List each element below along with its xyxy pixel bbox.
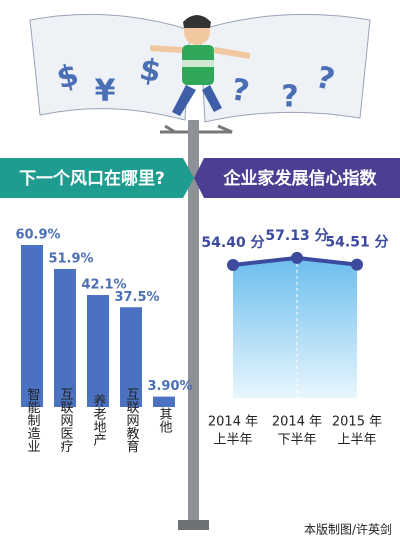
- right-banner: [194, 158, 400, 198]
- symbol: ?: [281, 80, 298, 115]
- value-label: 3.90%: [147, 379, 192, 394]
- symbol: ?: [229, 72, 252, 109]
- category-label: 2015 年: [332, 415, 382, 430]
- category-label: 2014 年: [208, 415, 258, 430]
- value-label: 60.9%: [15, 228, 60, 243]
- category-label: 养老地产: [91, 393, 107, 447]
- category-label: 互联网教育: [124, 388, 140, 454]
- bar: [21, 245, 43, 407]
- value-label: 54.40 分: [201, 235, 264, 251]
- category-label: 智能制造业: [25, 388, 41, 453]
- chart-title: 下一个风口在哪里?: [19, 168, 165, 189]
- category-label: 上半年: [213, 433, 252, 448]
- illustration: [29, 13, 371, 134]
- point: [351, 258, 363, 271]
- area: [233, 257, 357, 398]
- value-label: 37.5%: [114, 290, 159, 305]
- category-label: 2014 年: [272, 415, 322, 430]
- value-label: 54.51 分: [325, 235, 388, 251]
- bar: [87, 295, 109, 407]
- value-label: 51.9%: [48, 251, 93, 266]
- category-label: 下半年: [277, 433, 316, 448]
- pole-base: [178, 520, 209, 530]
- symbol: ¥: [95, 74, 116, 109]
- value-label: 57.13 分: [265, 228, 328, 244]
- left-banner: [0, 158, 194, 198]
- point: [227, 258, 239, 271]
- point: [291, 251, 303, 264]
- bar: [120, 307, 142, 407]
- chart-title: 企业家发展信心指数: [223, 168, 378, 189]
- bar: [54, 268, 76, 407]
- category-label: 上半年: [337, 433, 376, 448]
- value-label: 42.1%: [81, 278, 126, 293]
- category-label: 互联网医疗: [58, 388, 74, 453]
- source: 本版制图/许英剑: [304, 522, 392, 537]
- bar: [153, 396, 175, 407]
- pole: [188, 120, 199, 522]
- category-label: 其他: [157, 407, 173, 434]
